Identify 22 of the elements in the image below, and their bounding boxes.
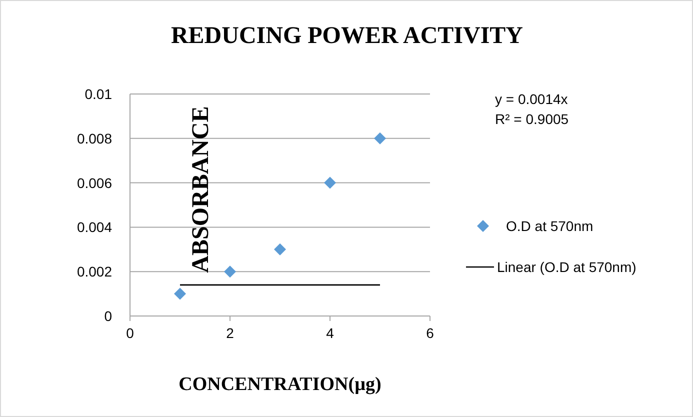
point: [324, 176, 336, 189]
y-tick-label: 0.01: [84, 86, 112, 102]
legend-label: O.D at 570nm: [506, 218, 594, 234]
x-tick-label: 0: [126, 325, 134, 341]
y-axis-title: ABSORBANCE: [188, 106, 214, 273]
x-tick-label: 2: [226, 325, 234, 341]
x-tick-label: 6: [426, 325, 434, 341]
chart-title: REDUCING POWER ACTIVITY: [170, 23, 524, 49]
legend-label: Linear (O.D at 570nm): [497, 259, 636, 275]
x-tick-label: 4: [326, 325, 334, 341]
point: [274, 243, 286, 256]
y-tick-label: 0.004: [76, 219, 112, 236]
y-tick-label: 0: [104, 308, 112, 324]
text: y = 0.0014x: [495, 91, 568, 107]
point: [374, 132, 386, 144]
x-axis-title: CONCENTRATION(µg): [178, 374, 382, 395]
point: [224, 266, 236, 278]
point: [174, 288, 186, 300]
y-tick-label: 0.002: [76, 264, 112, 280]
y-tick-label: 0.008: [76, 130, 112, 146]
text: R² = 0.9005: [495, 111, 569, 127]
y-tick-label: 0.006: [76, 174, 112, 191]
